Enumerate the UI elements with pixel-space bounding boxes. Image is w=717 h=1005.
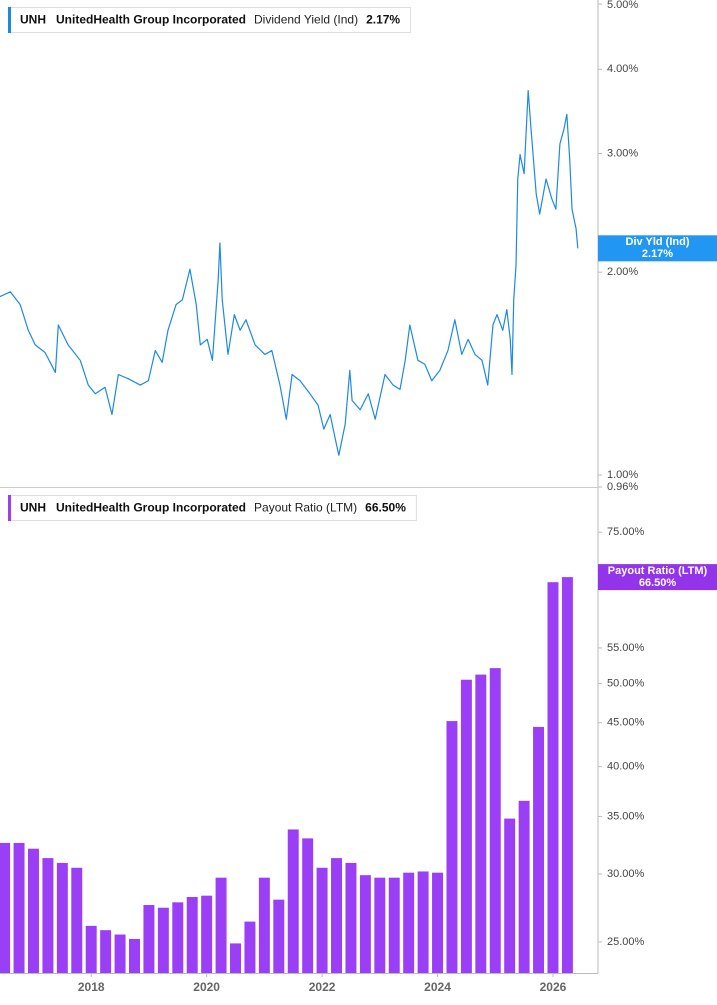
y-tick-label: 45.00% [607, 717, 645, 729]
x-tick-label: 2024 [424, 980, 451, 994]
bar [475, 674, 487, 973]
y-tick-label: 40.00% [607, 761, 645, 773]
legend-series-name: Payout Ratio (LTM) [254, 501, 357, 515]
bar [432, 872, 444, 973]
bar [258, 877, 270, 973]
bar [388, 877, 400, 973]
bar [273, 899, 285, 973]
bar [129, 938, 140, 973]
bar [460, 679, 472, 973]
x-tick-label: 2026 [540, 980, 567, 994]
legend-box [8, 7, 412, 33]
y-tick-label: 0.96% [607, 481, 638, 493]
plot-area [0, 89, 579, 456]
bar [359, 875, 371, 973]
plot-area [0, 577, 573, 973]
bar [157, 907, 169, 973]
bar [13, 842, 25, 973]
bar [27, 848, 39, 973]
legend-value: 66.50% [365, 501, 406, 515]
bar [316, 867, 328, 973]
y-tick-label: 30.00% [607, 868, 645, 880]
legend-company: UnitedHealth Group Incorporated [56, 501, 246, 515]
bar [201, 895, 213, 973]
bar [446, 721, 458, 973]
y-tick-label: 2.00% [607, 266, 638, 278]
bar [504, 818, 516, 973]
bar [186, 896, 198, 973]
legend-swatch [8, 7, 11, 33]
bar [114, 934, 126, 973]
line-series [0, 89, 579, 456]
bar [561, 577, 573, 973]
legend-ticker: UNH [20, 501, 46, 515]
legend-value: 2.17% [366, 13, 400, 27]
bar [403, 872, 415, 973]
bar [100, 930, 112, 973]
value-flag [598, 235, 717, 262]
y-tick-label: 4.00% [607, 63, 638, 75]
y-tick-label: 75.00% [607, 526, 645, 538]
bar [302, 838, 314, 973]
x-tick-label: 2022 [309, 980, 336, 994]
bar [172, 902, 184, 973]
x-tick-label: 2020 [193, 980, 220, 994]
legend-ticker: UNH [20, 13, 46, 27]
bar [85, 925, 97, 973]
bar [56, 862, 68, 973]
bar [518, 800, 530, 973]
bar [533, 726, 545, 973]
bar [71, 867, 83, 973]
bar [42, 858, 54, 973]
bar [287, 829, 299, 973]
bar [215, 877, 227, 973]
x-tick-label: 2018 [78, 980, 105, 994]
bar [244, 921, 256, 973]
bar [331, 858, 343, 973]
y-tick-label: 55.00% [607, 642, 645, 654]
y-tick-label: 5.00% [607, 0, 638, 11]
y-tick-label: 3.00% [607, 147, 638, 159]
y-tick-label: 1.00% [607, 469, 638, 481]
bar [547, 582, 559, 973]
legend-swatch [8, 495, 11, 521]
value-flag-name: Div Yld (Ind) [626, 236, 690, 248]
bar [345, 862, 357, 973]
bar [489, 668, 501, 973]
y-tick-label: 25.00% [607, 936, 645, 948]
legend-company: UnitedHealth Group Incorporated [56, 13, 246, 27]
y-tick-label: 50.00% [607, 677, 645, 689]
bar [143, 905, 155, 973]
bar [374, 877, 386, 973]
bar [417, 871, 429, 973]
bar [230, 943, 241, 973]
legend-series-name: Dividend Yield (Ind) [254, 13, 358, 27]
value-flag-value: 66.50% [639, 577, 677, 589]
bar [0, 842, 11, 973]
value-flag-value: 2.17% [642, 248, 673, 260]
value-flag-name: Payout Ratio (LTM) [608, 565, 708, 577]
legend-box [8, 495, 417, 521]
y-tick-label: 35.00% [607, 810, 645, 822]
value-flag [598, 564, 717, 591]
